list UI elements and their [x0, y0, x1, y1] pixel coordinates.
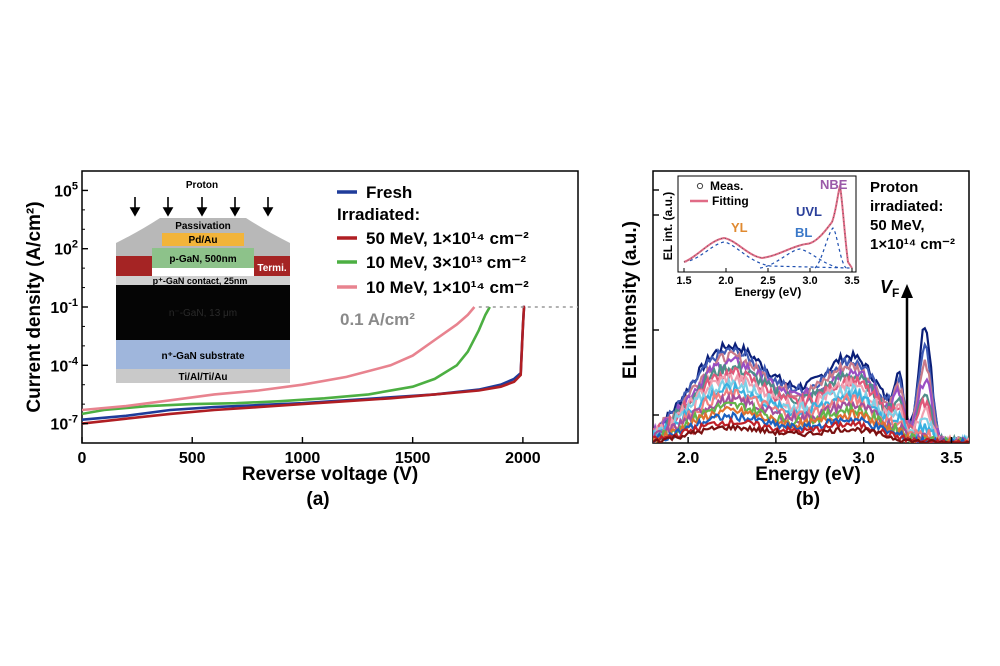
legend-label-10mev-1e14: 10 MeV, 1×10¹⁴ cm⁻² — [366, 278, 529, 297]
contact-layer — [116, 276, 290, 285]
y-tick-label-a-4: 105 — [54, 180, 78, 200]
y-tick-label-a-3: 102 — [54, 239, 78, 259]
plot-a-curves — [82, 305, 526, 425]
y-axis-b-ticks — [653, 189, 659, 416]
pdau-layer — [162, 233, 244, 246]
vf-label: VF — [880, 277, 899, 300]
panel-a: 0.1 A/cm² 0 500 1000 1500 2000 10-710-410-11… — [24, 170, 579, 510]
legend-label-10mev-3e13: 10 MeV, 3×10¹³ cm⁻² — [366, 253, 526, 272]
proton-label: Proton — [186, 180, 218, 191]
series-line-3 — [82, 306, 476, 412]
peak-bl: BL — [795, 225, 812, 240]
pgan-layer — [152, 248, 254, 268]
threshold-label: 0.1 A/cm² — [340, 310, 415, 329]
proton-arrows — [129, 197, 274, 217]
y-axis-label-b: EL intensity (a.u.) — [620, 221, 641, 379]
peak-nbe: NBE — [820, 177, 848, 192]
panel-b: 2.0 2.5 3.0 3.5 Energy (eV) EL intensity (a… — [620, 170, 970, 510]
inset-x-tick-label-4: 3.5 — [844, 275, 859, 287]
termination-label: Termi. — [257, 263, 286, 274]
x-tick-label-a-1: 500 — [179, 450, 206, 467]
y-axis-a: 10-7 10-4 10-1 102 105 — [50, 170, 88, 444]
el-spectrum-curve-15 — [653, 423, 969, 443]
series-line-2 — [82, 306, 491, 416]
vf-arrow: VF — [880, 277, 913, 420]
y-tick-label-a-1: 10-4 — [50, 355, 78, 375]
inset-x-tick-label-2: 2.5 — [760, 275, 775, 287]
contact-label: p⁺-GaN contact, 25nm — [153, 276, 248, 286]
inset-x-tick-label-1: 2.0 — [718, 275, 733, 287]
x-tick-label-b-1: 2.5 — [765, 450, 787, 467]
el-spectrum-curve-6 — [653, 372, 969, 443]
inset-dashed-uvl — [814, 227, 847, 269]
note-line-1: Proton — [870, 179, 918, 196]
legend-fit-label: Fitting — [712, 194, 749, 208]
el-inset-bg — [677, 175, 857, 273]
pdau-label: Pd/Au — [189, 235, 218, 246]
el-spectrum-curve-5 — [653, 366, 969, 443]
inset-x-tick-label-3: 3.0 — [802, 275, 817, 287]
note-line-2: irradiated: — [870, 198, 943, 215]
inset-xlabel: Energy (eV) — [735, 285, 802, 299]
plot-b-curves — [653, 326, 969, 443]
x-axis-label-a: Reverse voltage (V) — [242, 464, 418, 485]
x-tick-label-a-4: 2000 — [505, 450, 541, 467]
irradiation-note: Proton irradiated: 50 MeV, 1×10¹⁴ cm⁻² — [870, 179, 955, 253]
x-tick-label-b-3: 3.5 — [940, 450, 962, 467]
x-axis-b: 2.0 2.5 3.0 3.5 — [677, 437, 963, 467]
peak-uvl: UVL — [796, 204, 822, 219]
inset-x-tick-label-0: 1.5 — [676, 275, 691, 287]
x-tick-label-b-0: 2.0 — [677, 450, 699, 467]
y-tick-label-a-0: 10-7 — [50, 414, 78, 434]
y-axis-label-a: Current density (A/cm²) — [24, 201, 45, 412]
back-metal-label: Ti/Al/Ti/Au — [178, 372, 227, 383]
legend-a: Fresh Irradiated: 50 MeV, 1×10¹⁴ cm⁻² 10… — [337, 183, 529, 297]
legend-label-50mev: 50 MeV, 1×10¹⁴ cm⁻² — [366, 229, 529, 248]
substrate-label: n⁺-GaN substrate — [161, 351, 245, 362]
ngan-drift-label: n⁻-GaN, 13 μm — [169, 308, 237, 319]
note-line-3: 50 MeV, — [870, 217, 925, 234]
x-tick-label-a-2: 1000 — [285, 450, 321, 467]
x-tick-label-a-3: 1500 — [395, 450, 431, 467]
note-line-4: 1×10¹⁴ cm⁻² — [870, 236, 955, 253]
panel-label-b: (b) — [796, 489, 820, 510]
x-tick-label-a-0: 0 — [78, 450, 87, 467]
substrate-layer — [116, 340, 290, 369]
panel-label-a: (a) — [306, 489, 329, 510]
inset-meas-points — [683, 184, 853, 269]
plot-b-frame — [652, 170, 970, 444]
inset-dashed-bl — [759, 248, 841, 269]
el-inset: YL BL UVL NBE Meas. Fitting EL int. (a.u… — [661, 175, 860, 299]
pgan-label: p-GaN, 500nm — [169, 254, 236, 265]
x-axis-label-b: Energy (eV) — [755, 464, 861, 485]
legend-meas-label: Meas. — [710, 179, 743, 193]
termination-right — [254, 256, 290, 276]
back-metal-layer — [116, 369, 290, 383]
inset-x-ticks: 1.5 2.0 2.5 3.0 3.5 — [676, 268, 860, 287]
device-inset: Proton Passivation Pd/Au Termi. p-GaN, 5… — [116, 180, 290, 383]
legend-meas-marker — [696, 182, 704, 190]
x-tick-label-b-2: 3.0 — [853, 450, 875, 467]
x-axis-a: 0 500 1000 1500 2000 — [78, 437, 541, 467]
ngan-drift-layer — [116, 285, 290, 340]
legend-header: Irradiated: — [337, 205, 420, 224]
passivation-label: Passivation — [175, 221, 231, 232]
peak-yl: YL — [731, 220, 748, 235]
inset-ylabel: EL int. (a.u.) — [661, 192, 675, 260]
y-tick-label-a-2: 10-1 — [50, 297, 78, 317]
legend-label-fresh: Fresh — [366, 183, 412, 202]
inset-dashed-yl — [683, 241, 851, 269]
termination-left — [116, 256, 152, 276]
series-line-1 — [82, 305, 526, 425]
